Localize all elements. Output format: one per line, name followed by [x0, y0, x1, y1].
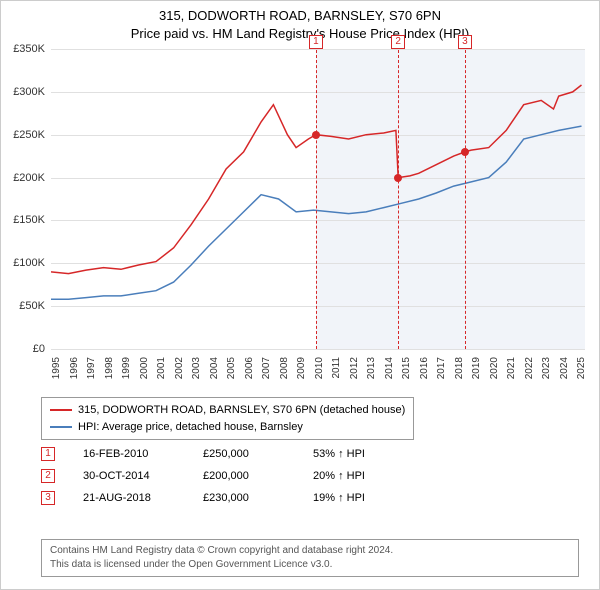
x-tick-label: 2018 — [454, 357, 465, 379]
sales-date: 16-FEB-2010 — [83, 448, 203, 460]
x-tick-label: 2006 — [244, 357, 255, 379]
x-tick-label: 2002 — [174, 357, 185, 379]
title-block: 315, DODWORTH ROAD, BARNSLEY, S70 6PN Pr… — [1, 1, 599, 47]
sales-row: 1 16-FEB-2010£250,00053% ↑ HPI — [41, 443, 433, 465]
y-tick-label: £200K — [13, 172, 45, 184]
x-tick-label: 2023 — [541, 357, 552, 379]
chart-container: 315, DODWORTH ROAD, BARNSLEY, S70 6PN Pr… — [0, 0, 600, 590]
chart-svg — [51, 49, 585, 349]
x-tick-label: 1997 — [86, 357, 97, 379]
y-tick-label: £50K — [19, 300, 45, 312]
legend-row: 315, DODWORTH ROAD, BARNSLEY, S70 6PN (d… — [50, 402, 405, 419]
marker-box: 3 — [458, 35, 472, 49]
x-tick-label: 2017 — [436, 357, 447, 379]
legend-row: HPI: Average price, detached house, Barn… — [50, 419, 405, 436]
sales-row: 3 21-AUG-2018£230,00019% ↑ HPI — [41, 487, 433, 509]
legend-label: 315, DODWORTH ROAD, BARNSLEY, S70 6PN (d… — [78, 402, 405, 419]
sales-price: £250,000 — [203, 448, 313, 460]
y-tick-label: £0 — [33, 343, 45, 355]
legend-swatch — [50, 426, 72, 428]
sales-row: 2 30-OCT-2014£200,00020% ↑ HPI — [41, 465, 433, 487]
y-axis: £0£50K£100K£150K£200K£250K£300K£350K — [1, 49, 49, 349]
x-tick-label: 2025 — [576, 357, 587, 379]
x-tick-label: 2016 — [419, 357, 430, 379]
y-tick-label: £150K — [13, 214, 45, 226]
x-tick-label: 2021 — [506, 357, 517, 379]
x-tick-label: 2000 — [139, 357, 150, 379]
marker-dot — [461, 148, 469, 156]
x-tick-label: 2013 — [366, 357, 377, 379]
legend: 315, DODWORTH ROAD, BARNSLEY, S70 6PN (d… — [41, 397, 414, 440]
sales-price: £200,000 — [203, 470, 313, 482]
sales-date: 21-AUG-2018 — [83, 492, 203, 504]
gridline — [51, 349, 585, 350]
x-tick-label: 2024 — [559, 357, 570, 379]
y-tick-label: £100K — [13, 257, 45, 269]
x-tick-label: 2005 — [226, 357, 237, 379]
title-subtitle: Price paid vs. HM Land Registry's House … — [1, 25, 599, 43]
sales-marker: 3 — [41, 491, 55, 505]
x-tick-label: 2015 — [401, 357, 412, 379]
title-address: 315, DODWORTH ROAD, BARNSLEY, S70 6PN — [1, 7, 599, 25]
legend-label: HPI: Average price, detached house, Barn… — [78, 419, 303, 436]
y-tick-label: £300K — [13, 86, 45, 98]
sales-hpi: 19% ↑ HPI — [313, 492, 433, 504]
x-tick-label: 2009 — [296, 357, 307, 379]
footer: Contains HM Land Registry data © Crown c… — [41, 539, 579, 577]
marker-box: 1 — [309, 35, 323, 49]
x-tick-label: 1996 — [69, 357, 80, 379]
x-tick-label: 2008 — [279, 357, 290, 379]
marker-vline — [465, 45, 466, 349]
x-tick-label: 2010 — [314, 357, 325, 379]
x-tick-label: 1998 — [104, 357, 115, 379]
marker-vline — [316, 45, 317, 349]
marker-dot — [312, 131, 320, 139]
y-tick-label: £350K — [13, 43, 45, 55]
x-tick-label: 2014 — [384, 357, 395, 379]
x-tick-label: 2003 — [191, 357, 202, 379]
x-tick-label: 2011 — [331, 357, 342, 379]
sales-hpi: 53% ↑ HPI — [313, 448, 433, 460]
footer-line1: Contains HM Land Registry data © Crown c… — [50, 544, 570, 558]
x-tick-label: 1995 — [51, 357, 62, 379]
sales-price: £230,000 — [203, 492, 313, 504]
x-tick-label: 2007 — [261, 357, 272, 379]
marker-box: 2 — [391, 35, 405, 49]
x-tick-label: 1999 — [121, 357, 132, 379]
legend-swatch — [50, 409, 72, 411]
sales-table: 1 16-FEB-2010£250,00053% ↑ HPI 2 30-OCT-201… — [41, 443, 433, 509]
sales-date: 30-OCT-2014 — [83, 470, 203, 482]
y-tick-label: £250K — [13, 129, 45, 141]
sales-hpi: 20% ↑ HPI — [313, 470, 433, 482]
x-tick-label: 2022 — [524, 357, 535, 379]
x-tick-label: 2004 — [209, 357, 220, 379]
x-tick-label: 2020 — [489, 357, 500, 379]
marker-dot — [394, 174, 402, 182]
x-tick-label: 2019 — [471, 357, 482, 379]
marker-vline — [398, 45, 399, 349]
sales-marker: 1 — [41, 447, 55, 461]
chart-area: 123 — [51, 49, 585, 349]
x-tick-label: 2001 — [156, 357, 167, 379]
x-tick-label: 2012 — [349, 357, 360, 379]
footer-line2: This data is licensed under the Open Gov… — [50, 558, 570, 572]
x-axis: 1995 1996 1997 1998 1999 2000 2001 2002 2003 2004… — [51, 353, 585, 393]
sales-marker: 2 — [41, 469, 55, 483]
